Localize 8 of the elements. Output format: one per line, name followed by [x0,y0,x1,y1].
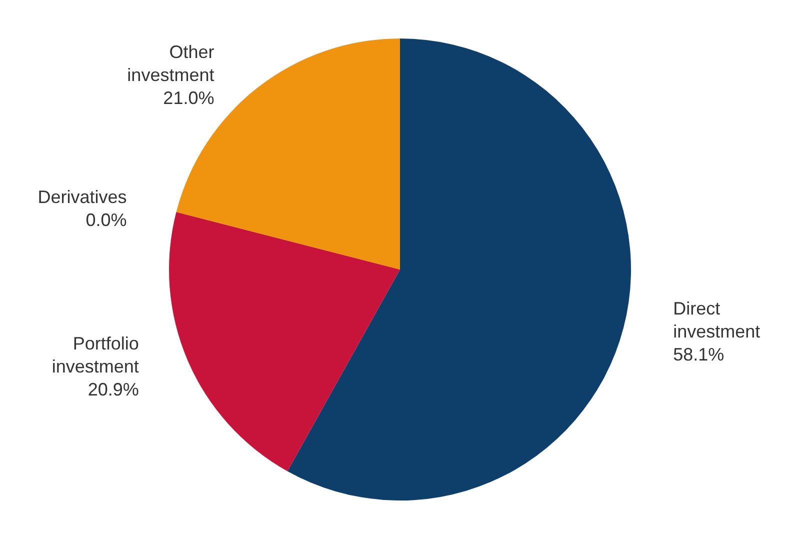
data-label: 58.1% [673,344,724,364]
text: 0.0% [86,210,127,230]
slice-label: Direct investment [673,298,760,342]
category-label: Derivatives [38,186,127,207]
data-label: 20.9% [88,379,139,400]
data-label: 21.0% [163,88,214,108]
slice-label: Other investment [127,42,214,86]
slice-label: Portfolio investment [52,333,139,376]
